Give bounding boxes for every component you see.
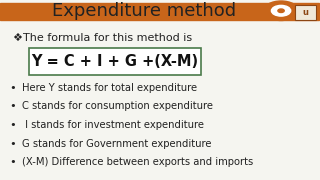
Text: Here Y stands for total expenditure: Here Y stands for total expenditure [22, 83, 197, 93]
Text: (X-M) Difference between exports and imports: (X-M) Difference between exports and imp… [22, 157, 254, 167]
FancyBboxPatch shape [295, 5, 316, 20]
Circle shape [278, 9, 284, 12]
Text: •: • [10, 157, 16, 167]
Text: u: u [303, 8, 309, 17]
Text: Expenditure method: Expenditure method [52, 2, 236, 20]
Text: C stands for consumption expenditure: C stands for consumption expenditure [22, 102, 213, 111]
Text: •: • [10, 102, 16, 111]
Circle shape [271, 5, 291, 16]
FancyBboxPatch shape [29, 48, 201, 75]
Text: ❖The formula for this method is: ❖The formula for this method is [13, 33, 192, 43]
Bar [0, 3, 319, 21]
Text: •: • [10, 83, 16, 93]
Text: •: • [10, 120, 16, 130]
Text: Y = C + I + G +(X-M): Y = C + I + G +(X-M) [31, 54, 198, 69]
Text: •: • [10, 139, 16, 149]
Text: G stands for Government expenditure: G stands for Government expenditure [22, 139, 212, 149]
Text: I stands for investment expenditure: I stands for investment expenditure [22, 120, 204, 130]
Circle shape [263, 1, 299, 21]
